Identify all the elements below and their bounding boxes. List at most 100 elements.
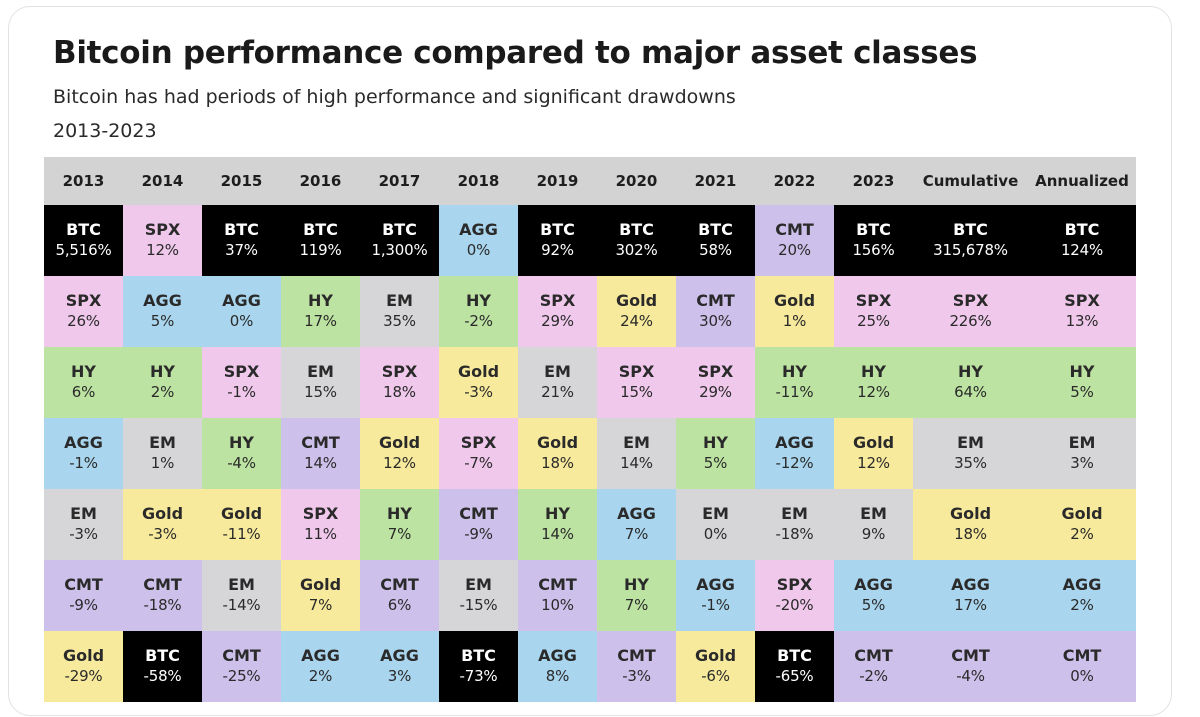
asset-label: CMT <box>64 575 103 595</box>
table-cell: Gold -3% <box>439 347 518 418</box>
table-cell: EM 35% <box>913 418 1028 489</box>
asset-label: AGG <box>951 575 990 595</box>
asset-label: HY <box>782 362 807 382</box>
asset-label: HY <box>1069 362 1095 382</box>
asset-label: BTC <box>66 220 101 240</box>
asset-label: CMT <box>696 291 735 311</box>
return-value: -65% <box>775 667 814 686</box>
asset-label: BTC <box>303 220 338 240</box>
table-cell: SPX 15% <box>597 347 676 418</box>
asset-label: Gold <box>852 433 895 453</box>
table-cell: HY 12% <box>834 347 913 418</box>
return-value: -4% <box>227 454 256 473</box>
table-cell: Gold 18% <box>518 418 597 489</box>
asset-label: AGG <box>143 291 182 311</box>
asset-label: AGG <box>775 433 814 453</box>
return-value: 3% <box>1070 454 1094 473</box>
table-cell: AGG -1% <box>676 560 755 631</box>
table-cell: CMT -18% <box>123 560 202 631</box>
table-cell: AGG 3% <box>360 631 439 702</box>
return-value: 26% <box>67 312 100 331</box>
table-cell: SPX 226% <box>913 276 1028 347</box>
asset-label: CMT <box>1062 646 1102 666</box>
return-value: 0% <box>1070 667 1094 686</box>
asset-label: HY <box>703 433 728 453</box>
table-cell: EM -18% <box>755 489 834 560</box>
asset-label: EM <box>307 362 334 382</box>
asset-label: SPX <box>460 433 497 453</box>
return-value: 3% <box>387 667 412 686</box>
return-value: -14% <box>222 596 261 615</box>
return-value: 20% <box>778 241 811 260</box>
table-cell: SPX 25% <box>834 276 913 347</box>
return-value: 12% <box>146 241 179 260</box>
return-value: 7% <box>624 525 649 544</box>
return-value: -3% <box>69 525 98 544</box>
asset-label: SPX <box>302 504 339 524</box>
table-cell: HY 6% <box>44 347 123 418</box>
return-value: 0% <box>229 312 254 331</box>
return-value: 24% <box>620 312 653 331</box>
column-header: 2020 <box>597 157 676 205</box>
table-cell: AGG -1% <box>44 418 123 489</box>
table-cell: EM 21% <box>518 347 597 418</box>
asset-label: EM <box>957 433 984 453</box>
return-value: 14% <box>304 454 337 473</box>
table-cell: HY 5% <box>676 418 755 489</box>
asset-label: SPX <box>381 362 418 382</box>
column-header: 2015 <box>202 157 281 205</box>
asset-label: BTC <box>856 220 891 240</box>
table-cell: SPX 29% <box>518 276 597 347</box>
table-cell: BTC -58% <box>123 631 202 702</box>
asset-label: Gold <box>62 646 105 666</box>
return-value: 5% <box>703 454 728 473</box>
column-header: 2018 <box>439 157 518 205</box>
table-cell: BTC 119% <box>281 205 360 276</box>
asset-label: AGG <box>617 504 656 524</box>
column-header: 2021 <box>676 157 755 205</box>
asset-label: BTC <box>145 646 180 666</box>
return-value: 12% <box>857 454 890 473</box>
asset-label: Gold <box>457 362 500 382</box>
table-cell: CMT 20% <box>755 205 834 276</box>
table-cell: CMT -3% <box>597 631 676 702</box>
column-header: 2013 <box>44 157 123 205</box>
return-value: 302% <box>615 241 658 260</box>
return-value: -18% <box>775 525 814 544</box>
return-value: -4% <box>956 667 985 686</box>
table-cell: EM 35% <box>360 276 439 347</box>
table-cell: EM 15% <box>281 347 360 418</box>
return-value: -11% <box>775 383 814 402</box>
asset-label: AGG <box>222 291 261 311</box>
asset-label: HY <box>624 575 649 595</box>
table-cell: HY 2% <box>123 347 202 418</box>
asset-label: BTC <box>698 220 733 240</box>
table-cell: CMT -25% <box>202 631 281 702</box>
return-value: 12% <box>857 383 890 402</box>
asset-label: BTC <box>540 220 575 240</box>
return-value: 25% <box>857 312 890 331</box>
asset-label: Gold <box>949 504 992 524</box>
return-value: 18% <box>954 525 987 544</box>
return-value: 124% <box>1060 241 1104 260</box>
return-value: 15% <box>620 383 653 402</box>
asset-label: BTC <box>777 646 812 666</box>
return-value: -29% <box>64 667 103 686</box>
asset-label: SPX <box>697 362 734 382</box>
asset-label: EM <box>623 433 650 453</box>
return-value: 2% <box>1070 596 1094 615</box>
return-value: -7% <box>464 454 493 473</box>
table-cell: HY 64% <box>913 347 1028 418</box>
asset-label: HY <box>308 291 333 311</box>
return-value: -3% <box>622 667 651 686</box>
table-cell: CMT -9% <box>44 560 123 631</box>
asset-label: SPX <box>952 291 989 311</box>
table-cell: Gold -11% <box>202 489 281 560</box>
asset-label: AGG <box>301 646 340 666</box>
asset-label: CMT <box>538 575 577 595</box>
table-cell: SPX 11% <box>281 489 360 560</box>
table-cell: SPX -7% <box>439 418 518 489</box>
table-cell: Gold 24% <box>597 276 676 347</box>
return-value: 5,516% <box>55 241 112 260</box>
column-header: 2017 <box>360 157 439 205</box>
